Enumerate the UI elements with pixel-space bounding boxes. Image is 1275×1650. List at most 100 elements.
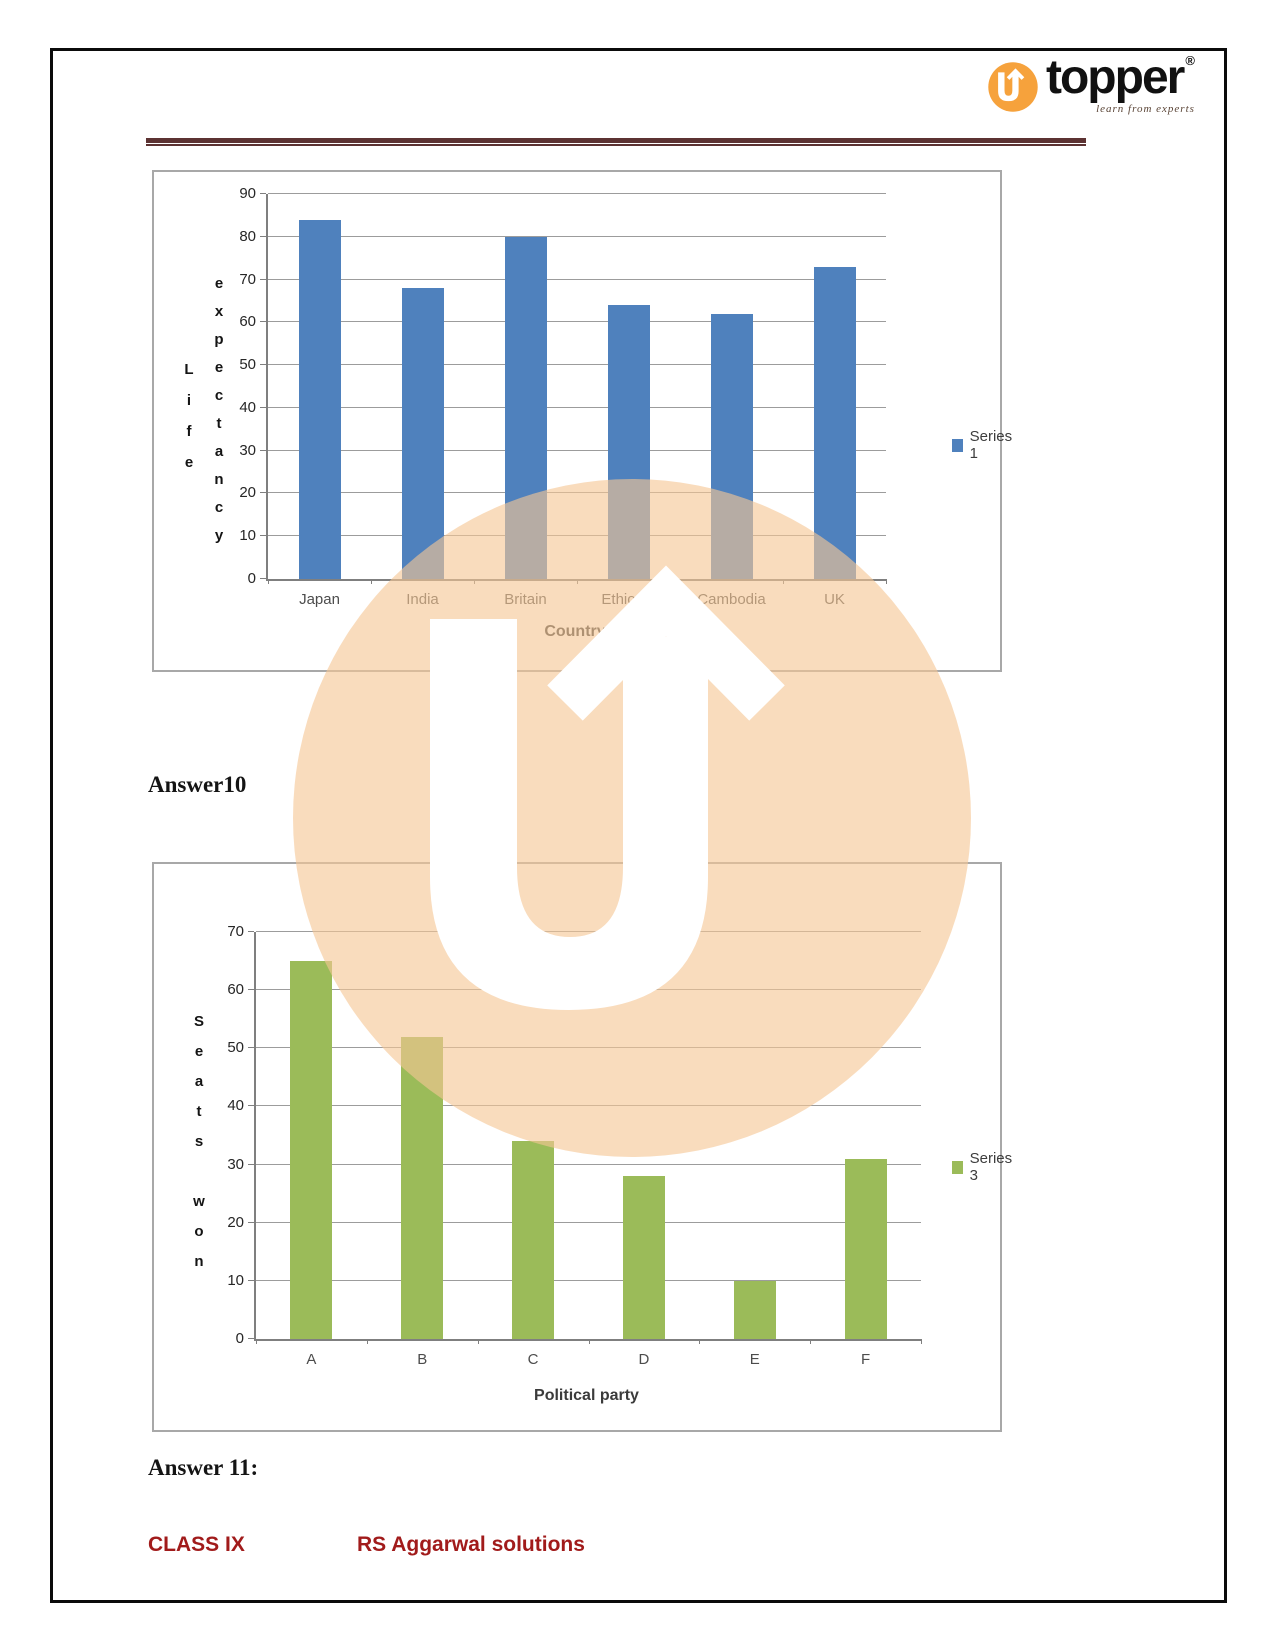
y-tick-mark [248, 1279, 254, 1281]
y-tick-label: 0 [235, 1330, 244, 1347]
x-tick-mark [366, 1339, 368, 1344]
bar-Britain [504, 236, 547, 579]
x-tick-mark [256, 1339, 257, 1344]
y-tick-label: 70 [239, 270, 256, 288]
y-tick-label: 10 [239, 527, 256, 545]
x-category-label: UK [824, 591, 845, 608]
y-tick-label: 10 [227, 1271, 244, 1289]
legend-swatch [952, 1160, 963, 1174]
bar-Japan [298, 219, 341, 579]
gridline [256, 1047, 921, 1049]
x-tick-mark [886, 579, 887, 584]
x-tick-mark [474, 579, 475, 584]
x-category-label: Britain [504, 591, 547, 608]
brand-name: topper [1046, 51, 1185, 104]
x-tick-mark [577, 579, 578, 584]
legend-swatch [952, 438, 963, 452]
chart-plot-area: 0 10 20 30 40 50 60 70 A B C D E F [227, 923, 922, 1368]
y-tick-label: 40 [227, 1097, 244, 1115]
gridline [268, 193, 886, 194]
y-tick-label: 30 [227, 1155, 244, 1173]
page-border [50, 48, 1227, 1603]
x-tick-mark [921, 1339, 922, 1344]
x-category-label: C [527, 1351, 539, 1368]
answer11-heading: Answer 11: [148, 1455, 259, 1480]
y-tick-label: 80 [239, 227, 256, 245]
x-category-label: Ethiopia [601, 591, 656, 608]
x-tick-mark [371, 579, 372, 584]
gridline [268, 449, 886, 451]
y-tick-mark [260, 193, 266, 194]
y-tick-mark [248, 1338, 254, 1339]
bar-F [844, 1158, 887, 1339]
x-tick-mark [680, 579, 681, 584]
y-tick-mark [248, 1105, 254, 1107]
y-tick-mark [248, 931, 254, 932]
footer-class-label: CLASS IX [148, 1533, 245, 1556]
y-tick-label: 0 [247, 570, 256, 587]
bar-A [290, 961, 333, 1339]
y-tick-label: 20 [227, 1213, 244, 1231]
gridline [256, 1163, 921, 1165]
x-axis-title: Country [544, 623, 606, 640]
gridline [268, 235, 886, 237]
y-tick-mark [248, 1163, 254, 1165]
seats-won-chart: 0 10 20 30 40 50 60 70 A B C D E F Series 3 Political… [152, 862, 1012, 1432]
y-tick-mark [260, 235, 266, 237]
gridline [268, 278, 886, 280]
bar-E [733, 1280, 776, 1339]
gridline [268, 535, 886, 537]
bar-C [512, 1141, 555, 1339]
gridline [268, 321, 886, 323]
gridline [256, 1221, 921, 1223]
y-tick-mark [260, 535, 266, 537]
bar-Cambodia [710, 313, 753, 579]
bar-India [401, 288, 444, 579]
y-tick-mark [260, 406, 266, 408]
y-tick-mark [260, 449, 266, 451]
x-tick-mark [588, 1339, 590, 1344]
y-tick-label: 30 [239, 441, 256, 459]
bar-D [622, 1176, 665, 1339]
y-tick-mark [248, 989, 254, 991]
legend-label: Series 3 [969, 1150, 1013, 1184]
life-expectancy-chart: 0 10 20 30 40 50 60 70 80 90 Japan India Britain Ethi… [152, 170, 1012, 672]
bar-Ethiopia [607, 305, 650, 579]
y-tick-mark [260, 492, 266, 494]
gridline [256, 1105, 921, 1107]
y-tick-label: 40 [239, 398, 256, 416]
y-tick-label: 50 [227, 1039, 244, 1057]
gridline [268, 364, 886, 366]
x-category-label: Japan [299, 591, 340, 608]
y-tick-label: 90 [239, 185, 256, 202]
x-tick-mark [268, 579, 269, 584]
maroon-divider [146, 138, 1086, 146]
y-tick-mark [260, 578, 266, 579]
y-tick-label: 60 [239, 313, 256, 331]
bar-B [401, 1036, 444, 1339]
chart-plot-area: 0 10 20 30 40 50 60 70 80 90 Japan India Britain Ethi… [239, 185, 887, 608]
gridline [256, 989, 921, 991]
topper-logo: topper ® learn from experts [988, 54, 1195, 115]
legend: Series 1 [952, 428, 1015, 462]
x-category-label: F [860, 1351, 871, 1368]
gridline [268, 406, 886, 408]
registered-mark: ® [1185, 53, 1195, 68]
topper-logo-icon [988, 62, 1038, 112]
bar-UK [813, 266, 856, 579]
legend-label: Series 1 [969, 428, 1013, 462]
x-axis-title: Political party [534, 1387, 639, 1404]
answer10-heading: Answer10 [148, 772, 247, 797]
footer-source-label: RS Aggarwal solutions [357, 1533, 585, 1556]
x-tick-mark [477, 1339, 479, 1344]
x-category-label: A [306, 1351, 317, 1368]
y-tick-label: 60 [227, 981, 244, 999]
x-category-label: India [406, 591, 439, 608]
x-tick-mark [699, 1339, 701, 1344]
y-tick-mark [260, 364, 266, 366]
y-tick-mark [260, 321, 266, 323]
x-category-label: E [749, 1351, 760, 1368]
